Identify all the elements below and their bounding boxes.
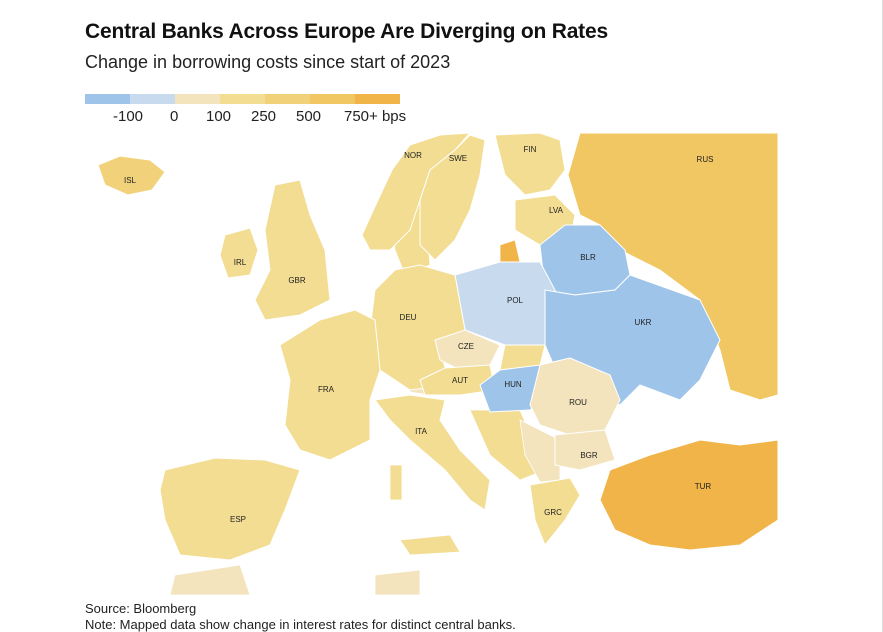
legend-scale [85,94,400,104]
unlabeled-region [374,569,421,596]
country-label: HUN [504,380,522,389]
legend-label: -100 [113,108,144,125]
legend-label: 500 [296,108,322,125]
country-ita[interactable]: ITA [374,394,491,511]
country-label: ROU [569,398,587,407]
country-label: NOR [404,151,422,160]
country-shape[interactable] [97,155,166,196]
country-label: DEU [400,313,417,322]
country-shape[interactable] [279,309,381,461]
country-label: ITA [415,427,428,436]
country-gbr[interactable]: GBR [254,179,331,321]
country-label: IRL [234,258,247,267]
country-shape[interactable] [159,457,301,561]
country-label: POL [507,296,524,305]
country-label: FRA [318,385,335,394]
country-label: UKR [635,318,652,327]
country-bgr[interactable]: BGR [554,429,616,471]
legend-swatch [265,94,310,104]
legend-label: 0 [170,108,179,125]
country-irl[interactable]: IRL [219,227,259,279]
country-esp[interactable]: ESP [159,457,301,561]
country-shape[interactable] [554,429,616,471]
chart-subtitle: Change in borrowing costs since start of… [85,52,451,72]
country-shape[interactable] [529,477,581,546]
country-fin[interactable]: FIN [494,132,566,196]
unlabeled-region [389,464,403,501]
country-label: LVA [549,206,564,215]
country-fra[interactable]: FRA [279,309,381,461]
legend-label: 250 [251,108,277,125]
country-label: SWE [449,154,467,163]
country-shape[interactable] [599,439,779,551]
chart-title: Central Banks Across Europe Are Divergin… [85,20,608,43]
source-note: Source: Bloomberg [85,601,197,616]
unlabeled-region [169,564,251,596]
country-swe[interactable]: SWE [419,134,486,261]
legend-label: 750+ bps [344,108,407,125]
country-label: GRC [544,508,562,517]
legend-swatch [310,94,355,104]
country-label: BGR [580,451,598,460]
country-label: AUT [452,376,468,385]
country-label: FIN [524,145,537,154]
legend-swatch [175,94,220,104]
country-label: RUS [697,155,714,164]
country-label: BLR [580,253,596,262]
country-shape[interactable] [419,134,486,261]
footnote: Note: Mapped data show change in interes… [85,617,516,632]
legend-label: 100 [206,108,232,125]
legend-swatch [85,94,130,104]
country-shape[interactable] [219,227,259,279]
country-tur[interactable]: TUR [599,439,779,551]
country-label: ISL [124,176,137,185]
country-label: GBR [288,276,306,285]
country-shape[interactable] [374,394,491,511]
legend-swatch [355,94,400,104]
country-label: TUR [695,482,712,491]
country-grc[interactable]: GRC [529,477,581,546]
legend-swatch [130,94,175,104]
country-label: ESP [230,515,246,524]
legend-swatch [220,94,265,104]
country-shape[interactable] [254,179,331,321]
unlabeled-region [499,239,521,263]
country-shape[interactable] [494,132,566,196]
country-isl[interactable]: ISL [97,155,166,196]
unlabeled-region [399,534,461,556]
country-label: CZE [458,342,474,351]
